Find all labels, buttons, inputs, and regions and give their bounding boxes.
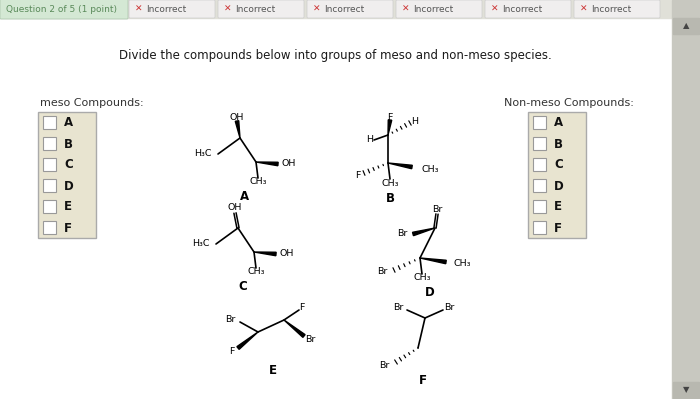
Text: Incorrect: Incorrect — [235, 4, 275, 14]
Text: OH: OH — [230, 113, 244, 122]
Text: C: C — [239, 280, 247, 292]
Text: Br: Br — [432, 205, 442, 215]
Text: E: E — [554, 201, 562, 213]
Text: Divide the compounds below into groups of meso and non-meso species.: Divide the compounds below into groups o… — [118, 49, 552, 61]
Bar — [533, 116, 546, 129]
Bar — [673, 18, 699, 34]
Text: F: F — [387, 113, 393, 122]
Text: Incorrect: Incorrect — [324, 4, 364, 14]
Bar — [533, 137, 546, 150]
Text: H₃C: H₃C — [193, 239, 210, 249]
Bar — [43, 137, 56, 150]
Text: C: C — [64, 158, 73, 172]
Text: ✕: ✕ — [580, 4, 587, 14]
Text: H: H — [367, 136, 374, 144]
Text: ▲: ▲ — [682, 22, 690, 30]
Text: D: D — [425, 286, 435, 298]
Polygon shape — [420, 258, 447, 264]
Text: meso Compounds:: meso Compounds: — [40, 98, 144, 108]
Bar — [0, 0, 700, 18]
Text: Incorrect: Incorrect — [146, 4, 186, 14]
Text: E: E — [64, 201, 72, 213]
Text: F: F — [356, 170, 360, 180]
Text: D: D — [64, 180, 74, 192]
FancyBboxPatch shape — [129, 0, 215, 18]
FancyBboxPatch shape — [307, 0, 393, 18]
Text: ✕: ✕ — [313, 4, 321, 14]
Text: F: F — [64, 221, 72, 235]
Text: B: B — [554, 138, 563, 150]
Polygon shape — [235, 120, 240, 138]
Text: H₃C: H₃C — [195, 150, 212, 158]
Bar — [673, 382, 699, 398]
FancyBboxPatch shape — [396, 0, 482, 18]
Text: Incorrect: Incorrect — [502, 4, 542, 14]
Polygon shape — [254, 252, 276, 256]
Bar — [672, 0, 700, 399]
Text: B: B — [64, 138, 73, 150]
Text: ▼: ▼ — [682, 385, 690, 395]
Text: ✕: ✕ — [224, 4, 232, 14]
Text: OH: OH — [282, 160, 296, 168]
Text: ✕: ✕ — [491, 4, 498, 14]
Text: CH₃: CH₃ — [382, 178, 399, 188]
Text: H: H — [412, 117, 419, 126]
Bar — [533, 221, 546, 234]
Text: Br: Br — [397, 229, 407, 239]
Bar — [528, 112, 586, 238]
Text: A: A — [64, 117, 73, 130]
Text: CH₃: CH₃ — [454, 259, 472, 269]
FancyBboxPatch shape — [574, 0, 660, 18]
Polygon shape — [284, 320, 305, 338]
Text: Br: Br — [444, 304, 454, 312]
Text: A: A — [240, 190, 250, 203]
Bar — [43, 179, 56, 192]
Bar — [43, 116, 56, 129]
Text: Incorrect: Incorrect — [413, 4, 454, 14]
Polygon shape — [412, 228, 435, 236]
Text: Br: Br — [225, 316, 236, 324]
Bar — [533, 158, 546, 171]
FancyBboxPatch shape — [218, 0, 304, 18]
Text: CH₃: CH₃ — [247, 267, 265, 277]
Text: F: F — [419, 373, 427, 387]
Bar — [533, 200, 546, 213]
Text: Question 2 of 5 (1 point): Question 2 of 5 (1 point) — [6, 4, 117, 14]
Text: D: D — [554, 180, 564, 192]
Text: Incorrect: Incorrect — [591, 4, 631, 14]
Text: Non-meso Compounds:: Non-meso Compounds: — [504, 98, 634, 108]
Text: OH: OH — [228, 203, 242, 213]
Bar — [533, 179, 546, 192]
Text: C: C — [554, 158, 563, 172]
Text: OH: OH — [280, 249, 295, 259]
FancyBboxPatch shape — [485, 0, 571, 18]
Bar — [38, 112, 96, 238]
Bar — [43, 221, 56, 234]
Text: ✕: ✕ — [135, 4, 143, 14]
Polygon shape — [256, 162, 278, 166]
Text: F: F — [230, 348, 235, 356]
Text: CH₃: CH₃ — [413, 273, 430, 282]
Text: CH₃: CH₃ — [421, 164, 438, 174]
Text: ✕: ✕ — [402, 4, 409, 14]
Text: A: A — [554, 117, 563, 130]
Text: Br: Br — [377, 267, 388, 277]
Polygon shape — [388, 120, 392, 135]
Text: CH₃: CH₃ — [249, 178, 267, 186]
Text: F: F — [300, 304, 304, 312]
Polygon shape — [388, 163, 412, 169]
Text: Br: Br — [304, 336, 315, 344]
Text: E: E — [269, 363, 277, 377]
Text: Br: Br — [379, 361, 390, 371]
Text: B: B — [386, 192, 395, 205]
Bar — [43, 158, 56, 171]
Text: F: F — [554, 221, 562, 235]
Text: Br: Br — [393, 304, 403, 312]
Bar — [43, 200, 56, 213]
FancyBboxPatch shape — [0, 0, 128, 19]
Polygon shape — [237, 332, 258, 350]
